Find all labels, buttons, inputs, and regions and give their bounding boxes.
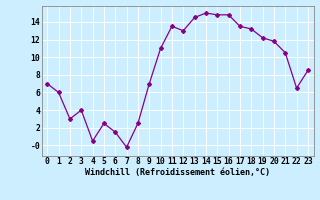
X-axis label: Windchill (Refroidissement éolien,°C): Windchill (Refroidissement éolien,°C) (85, 168, 270, 177)
